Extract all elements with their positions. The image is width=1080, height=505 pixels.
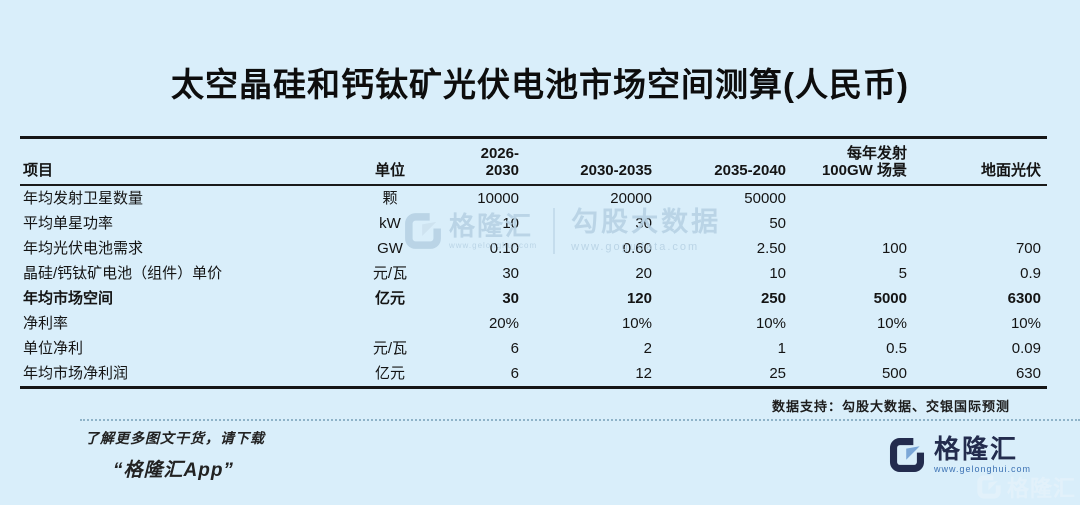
header-item: 项目 xyxy=(20,137,330,186)
row-label: 年均市场净利润 xyxy=(23,365,129,382)
value-cell xyxy=(792,211,913,236)
value-cell: 30 xyxy=(635,215,652,232)
corner-watermark-text: 格隆汇 xyxy=(1006,476,1076,501)
value-cell xyxy=(792,185,913,211)
value-cell: 0.09 xyxy=(1011,340,1041,357)
value-cell: 25 xyxy=(769,365,786,382)
row-label: 年均光伏电池需求 xyxy=(23,240,144,257)
gelonghui-logo: 格隆汇 www.gelonghui.com xyxy=(888,436,1031,474)
table-row: 年均光伏电池需求 GW 0.10 0.60 2.50 100 700 xyxy=(20,236,1047,261)
value-cell: 0.10 xyxy=(489,240,519,257)
value-cell xyxy=(913,185,1047,211)
header-ground-pv: 地面光伏 xyxy=(913,137,1047,186)
header-row: 项目 单位 2026-2030 2030-2035 2035-2040 每年发射… xyxy=(20,137,1047,186)
row-label: 年均市场空间 xyxy=(23,290,114,307)
value-cell: 0.60 xyxy=(622,240,652,257)
row-label: 净利率 xyxy=(23,315,69,332)
header-100gw-line2: 100GW 场景 xyxy=(821,162,907,179)
row-label: 单位净利 xyxy=(23,340,84,357)
header-2030-2035: 2030-2035 xyxy=(525,137,658,186)
value-cell: 10% xyxy=(755,315,786,332)
value-cell: 10 xyxy=(769,265,786,282)
value-cell: 0.5 xyxy=(886,340,907,357)
value-cell: 50 xyxy=(769,215,786,232)
table-body: 年均发射卫星数量 颗 10000 20000 50000 平均单星功率 kW 10 30 50 年均… xyxy=(20,185,1047,388)
value-cell: 10% xyxy=(1010,315,1041,332)
brand-url: www.gelonghui.com xyxy=(934,464,1032,474)
data-table: 项目 单位 2026-2030 2030-2035 2035-2040 每年发射… xyxy=(20,136,1047,389)
row-label: 平均单星功率 xyxy=(23,215,114,232)
table-row: 晶硅/钙钛矿电池（组件）单价 元/瓦 30 20 10 5 0.9 xyxy=(20,261,1047,286)
header-unit: 单位 xyxy=(330,137,450,186)
table-row: 年均市场净利润 亿元 6 12 25 500 630 xyxy=(20,361,1047,388)
header-2035-2040: 2035-2040 xyxy=(658,137,792,186)
unit-cell: GW xyxy=(377,240,403,257)
table-row: 净利率 20% 10% 10% 10% 10% xyxy=(20,311,1047,336)
value-cell: 10% xyxy=(621,315,652,332)
market-table: 项目 单位 2026-2030 2030-2035 2035-2040 每年发射… xyxy=(20,136,1047,389)
table-header: 项目 单位 2026-2030 2030-2035 2035-2040 每年发射… xyxy=(20,137,1047,186)
value-cell: 50000 xyxy=(744,190,786,207)
table-row: 单位净利 元/瓦 6 2 1 0.5 0.09 xyxy=(20,336,1047,361)
value-cell: 30 xyxy=(502,265,519,282)
value-cell: 10 xyxy=(502,215,519,232)
row-label: 晶硅/钙钛矿电池（组件）单价 xyxy=(23,265,223,282)
value-cell: 10% xyxy=(876,315,907,332)
unit-cell: 亿元 xyxy=(374,290,405,307)
value-cell: 6300 xyxy=(1007,290,1041,307)
gelonghui-logo-icon xyxy=(977,475,1001,499)
value-cell: 20% xyxy=(488,315,519,332)
value-cell: 100 xyxy=(881,240,907,257)
data-source-note: 数据支持：勾股大数据、交银国际预测 xyxy=(771,399,1010,414)
row-label: 年均发射卫星数量 xyxy=(23,190,144,207)
unit-cell: 颗 xyxy=(382,190,398,207)
header-100gw-line1: 每年发射 xyxy=(846,145,907,162)
app-promo: 了解更多图文干货，请下载 “格隆汇App” xyxy=(85,428,265,482)
value-cell: 6 xyxy=(510,365,519,382)
value-cell: 30 xyxy=(502,290,519,307)
value-cell: 630 xyxy=(1015,365,1041,382)
value-cell: 250 xyxy=(760,290,786,307)
value-cell: 1 xyxy=(777,340,786,357)
value-cell: 2.50 xyxy=(756,240,786,257)
unit-cell xyxy=(330,311,450,336)
unit-cell: 元/瓦 xyxy=(372,265,408,282)
value-cell xyxy=(913,211,1047,236)
unit-cell: kW xyxy=(379,215,401,232)
brand-name: 格隆汇 xyxy=(934,434,1019,464)
value-cell: 20 xyxy=(635,265,652,282)
header-2026-2030: 2026-2030 xyxy=(450,137,525,186)
table-row: 年均市场空间 亿元 30 120 250 5000 6300 xyxy=(20,286,1047,311)
value-cell: 12 xyxy=(635,365,652,382)
value-cell: 700 xyxy=(1015,240,1041,257)
value-cell: 0.9 xyxy=(1020,265,1041,282)
page-title: 太空晶硅和钙钛矿光伏电池市场空间测算(人民币) xyxy=(171,66,909,103)
unit-cell: 亿元 xyxy=(374,365,405,382)
promo-line1: 了解更多图文干货，请下载 xyxy=(85,430,265,446)
value-cell: 5000 xyxy=(873,290,907,307)
value-cell: 500 xyxy=(881,365,907,382)
value-cell: 20000 xyxy=(610,190,652,207)
unit-cell: 元/瓦 xyxy=(372,340,408,357)
value-cell: 5 xyxy=(898,265,907,282)
value-cell: 120 xyxy=(626,290,652,307)
dotted-divider xyxy=(80,419,1080,421)
promo-app-name: “格隆汇App” xyxy=(113,460,234,481)
table-row: 平均单星功率 kW 10 30 50 xyxy=(20,211,1047,236)
corner-watermark: 格隆汇 xyxy=(976,471,1076,503)
header-100gw-scenario: 每年发射 100GW 场景 xyxy=(792,137,913,186)
value-cell: 10000 xyxy=(477,190,519,207)
table-row: 年均发射卫星数量 颗 10000 20000 50000 xyxy=(20,185,1047,211)
value-cell: 2 xyxy=(643,340,652,357)
value-cell: 6 xyxy=(510,340,519,357)
gelonghui-logo-icon xyxy=(889,437,925,473)
